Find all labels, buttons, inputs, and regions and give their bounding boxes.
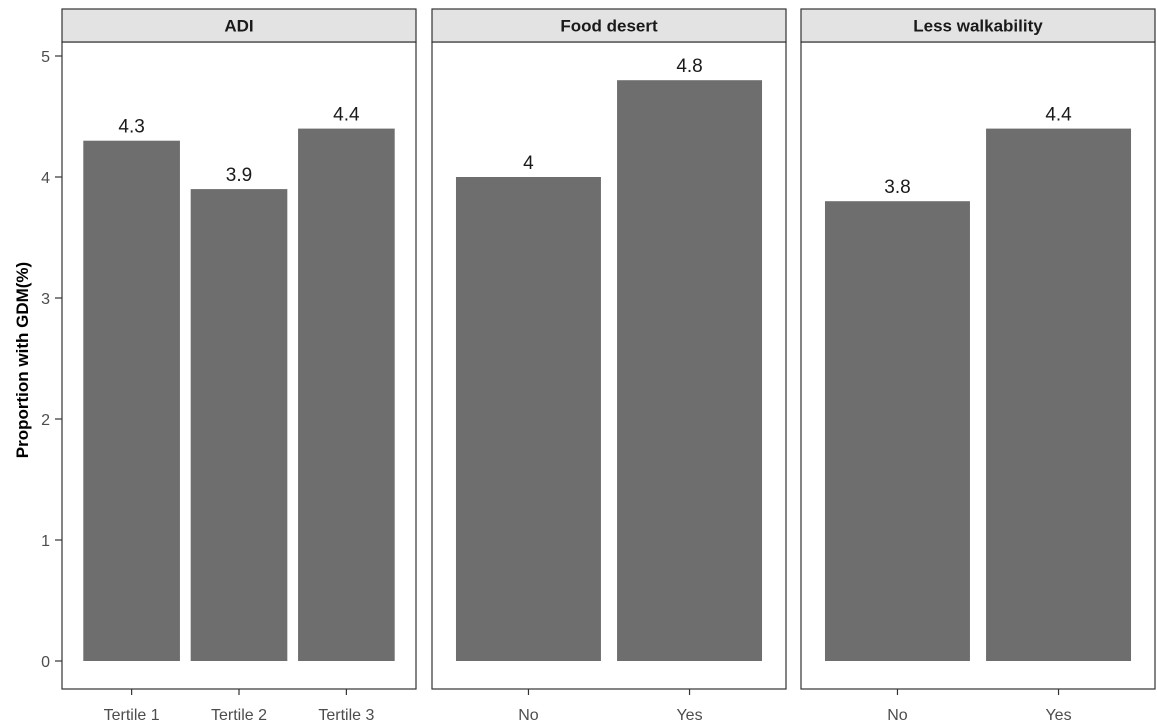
- bar: [617, 80, 762, 661]
- y-tick-label: 0: [41, 654, 50, 671]
- y-tick-label: 5: [41, 49, 50, 66]
- bar: [825, 201, 970, 661]
- bar: [83, 141, 180, 661]
- x-tick-label: No: [887, 707, 908, 724]
- x-tick-label: Yes: [1045, 707, 1071, 724]
- x-tick-label: No: [518, 707, 539, 724]
- x-tick-label: Yes: [676, 707, 702, 724]
- x-tick-label: Tertile 3: [318, 707, 374, 724]
- y-tick-label: 2: [41, 412, 50, 429]
- y-axis-label: Proportion with GDM(%): [13, 262, 32, 458]
- facet-panel: Less walkability 3.8 No 4.4 Yes: [801, 9, 1155, 724]
- bar: [986, 129, 1131, 661]
- y-tick-label: 3: [41, 291, 50, 308]
- x-tick-label: Tertile 1: [104, 707, 160, 724]
- facet-panel: Food desert 4 No 4.8 Yes: [432, 9, 786, 724]
- facet-title: Food desert: [560, 17, 658, 36]
- bar-value-label: 4.3: [118, 117, 144, 138]
- facet-title: Less walkability: [913, 17, 1043, 36]
- y-axis: 0 1 2 3 4 5: [41, 49, 62, 671]
- facet-title: ADI: [224, 17, 253, 36]
- facet-panels: ADI 4.3 Tertile 1 3.9 Tertile 2 4.4 Tertile 3 F…: [62, 9, 1155, 724]
- bar-value-label: 4.8: [676, 56, 702, 77]
- bar-value-label: 4: [523, 153, 534, 174]
- x-tick-label: Tertile 2: [211, 707, 267, 724]
- bar-value-label: 4.4: [1045, 105, 1072, 126]
- bar: [298, 129, 395, 661]
- facet-panel: ADI 4.3 Tertile 1 3.9 Tertile 2 4.4 Tertile 3: [62, 9, 416, 724]
- bar: [456, 177, 601, 661]
- bar-value-label: 3.8: [884, 177, 910, 198]
- bar-value-label: 3.9: [226, 165, 252, 186]
- y-tick-label: 4: [41, 170, 50, 187]
- y-tick-label: 1: [41, 533, 50, 550]
- bar-value-label: 4.4: [333, 105, 360, 126]
- bar: [191, 189, 288, 661]
